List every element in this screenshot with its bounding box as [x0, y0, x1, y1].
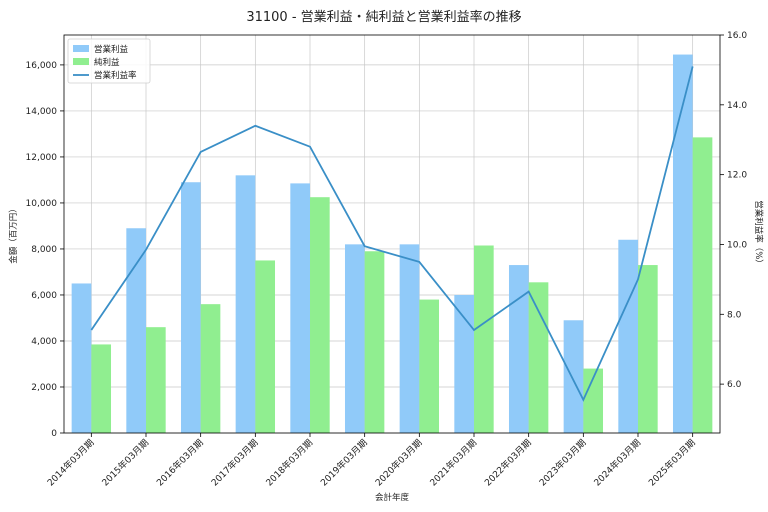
bar-net-profit [638, 265, 658, 433]
bar-net-profit [146, 327, 166, 433]
y2-tick-label: 8.0 [727, 310, 742, 320]
y2-tick-label: 16.0 [727, 31, 747, 41]
legend-label: 営業利益率 [94, 70, 137, 81]
chart-title: 31100 - 営業利益・純利益と営業利益率の推移 [246, 9, 521, 25]
legend-swatch [73, 45, 89, 52]
y-tick-label: 6,000 [31, 291, 57, 301]
y2-tick-label: 14.0 [727, 101, 747, 111]
y-axis-right: 6.0 8.0 10.0 12.0 14.0 16.0 [720, 31, 747, 390]
bar-operating-profit [290, 183, 310, 433]
x-axis-label: 会計年度 [375, 492, 410, 503]
y-tick-label: 0 [51, 429, 57, 439]
bar-net-profit [528, 282, 549, 433]
bar-operating-profit [508, 265, 529, 433]
y-tick-label: 4,000 [31, 337, 57, 347]
legend-swatch [73, 58, 89, 65]
x-tick-label: 2014年03月期 [45, 437, 97, 489]
y2-axis-label: 営業利益率（%） [753, 200, 764, 268]
bar-operating-profit [71, 283, 92, 433]
y-tick-label: 8,000 [31, 245, 57, 255]
x-tick-label: 2022年03月期 [482, 437, 534, 489]
x-tick-label: 2019年03月期 [318, 437, 370, 489]
x-axis: 2014年03月期 2015年03月期 2016年03月期 2017年03月期 2018… [45, 433, 698, 489]
bar-net-profit [310, 197, 330, 433]
y2-tick-label: 6.0 [727, 380, 742, 390]
x-tick-label: 2020年03月期 [373, 437, 425, 489]
bars [71, 54, 713, 434]
x-tick-label: 2021年03月期 [427, 437, 479, 489]
bar-operating-profit [126, 228, 146, 433]
bar-operating-profit [563, 320, 584, 433]
bar-net-profit [419, 299, 440, 433]
bar-operating-profit [454, 294, 474, 433]
x-tick-label: 2016年03月期 [154, 437, 206, 489]
x-tick-label: 2024年03月期 [591, 437, 643, 489]
ratio-line-path [90, 66, 694, 402]
x-tick-label: 2023年03月期 [537, 437, 589, 489]
bar-net-profit [692, 137, 713, 433]
y-tick-label: 16,000 [26, 61, 58, 71]
bar-net-profit [583, 368, 604, 433]
bar-operating-profit [180, 182, 201, 433]
bar-net-profit [255, 260, 276, 433]
ratio-line [90, 66, 694, 402]
y-axis-label: 金額（百万円） [8, 204, 19, 264]
legend-label: 営業利益 [94, 44, 129, 55]
y2-tick-label: 12.0 [727, 171, 747, 181]
x-tick-label: 2025年03月期 [646, 437, 698, 489]
bar-net-profit [474, 245, 494, 433]
bar-net-profit [91, 344, 112, 433]
bar-net-profit [364, 251, 385, 433]
bar-operating-profit [672, 54, 693, 434]
bar-operating-profit [344, 244, 365, 433]
y-tick-label: 14,000 [26, 107, 58, 117]
y-axis-left: 0 2,000 4,000 6,000 8,000 10,000 12,000 14,000 1… [26, 61, 64, 439]
y-tick-label: 10,000 [26, 199, 58, 209]
bar-operating-profit [618, 239, 638, 433]
y-tick-label: 12,000 [26, 153, 58, 163]
x-tick-label: 2017年03月期 [209, 437, 261, 489]
bar-operating-profit [235, 175, 256, 433]
bar-operating-profit [399, 244, 420, 433]
plot-frame [63, 34, 721, 434]
y-tick-label: 2,000 [31, 383, 57, 393]
x-tick-label: 2018年03月期 [263, 437, 315, 489]
x-tick-label: 2015年03月期 [99, 437, 151, 489]
y2-tick-label: 10.0 [727, 240, 747, 250]
bar-net-profit [200, 304, 221, 433]
legend-label: 純利益 [94, 57, 120, 68]
